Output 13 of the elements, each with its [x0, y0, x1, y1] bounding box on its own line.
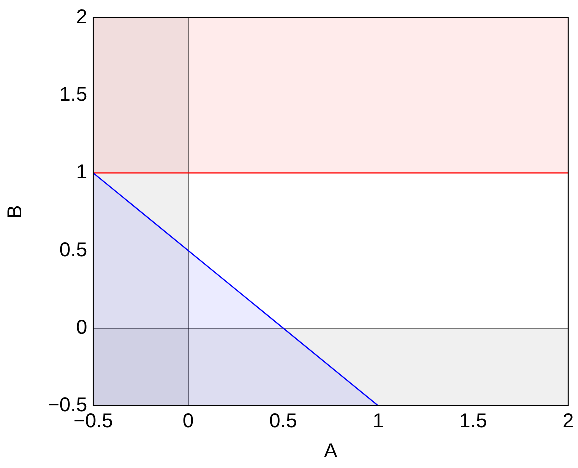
y-tick-label: 0.5: [60, 239, 88, 262]
x-tick-label: 1.5: [460, 410, 488, 433]
x-tick-label: 1: [372, 410, 384, 433]
y-tick-label: 1.5: [60, 84, 88, 106]
y-tick-label: 0: [76, 316, 88, 339]
x-tick-label: 0: [182, 410, 194, 433]
x-tick-label: 0.5: [270, 410, 298, 433]
y-tick-label: 2: [76, 6, 88, 29]
x-axis-title: A: [324, 440, 338, 463]
y-tick-label: 1: [76, 162, 88, 184]
y-tick-label: −0.5: [48, 394, 88, 417]
x-tick-label: 2: [562, 410, 574, 433]
y-axis-title: B: [4, 205, 27, 219]
